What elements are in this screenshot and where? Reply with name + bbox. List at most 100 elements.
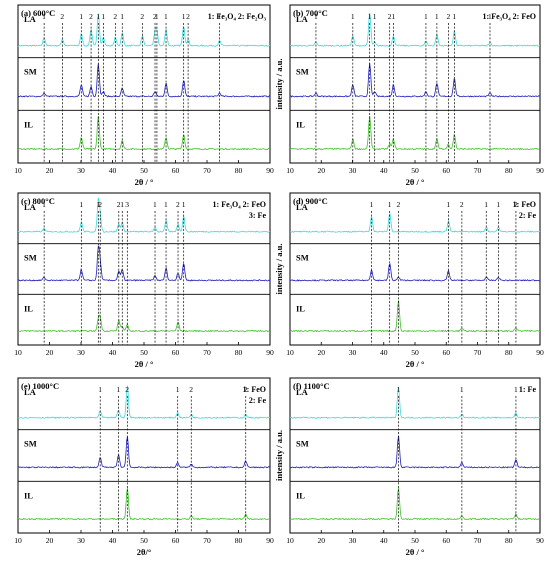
x-tick-label: 20 (317, 536, 325, 545)
x-tick-label: 20 (46, 348, 54, 357)
peak-label: 1 (396, 385, 400, 394)
x-tick-label: 50 (411, 166, 419, 175)
legend-entry: 1: Fe₃O₄ 2: FeO (483, 12, 536, 21)
peak-label: 1 (488, 12, 492, 21)
legend-entry: 2: Fe (519, 211, 537, 220)
x-tick-label: 60 (442, 536, 450, 545)
legend-entry: 3: Fe (249, 211, 267, 220)
plot-frame (289, 4, 541, 164)
series-line-sm (17, 63, 271, 98)
trace-label-sm: SM (24, 439, 37, 449)
x-tick-label: 40 (380, 348, 388, 357)
x-tick-label: 30 (77, 348, 85, 357)
peak-label: 1 (182, 12, 186, 21)
legend-entry: 1: Fe₃O₄ 2: FeO (213, 200, 266, 209)
peak-label: 2 (514, 200, 518, 209)
x-tick-label: 90 (536, 348, 544, 357)
legend-entry: 1: Fe (519, 385, 537, 394)
trace-label-sm: SM (24, 253, 37, 263)
trace-label-il: IL (296, 119, 305, 129)
x-tick-label: 40 (380, 536, 388, 545)
series-line-la (17, 197, 271, 233)
x-tick-label: 20 (317, 166, 325, 175)
peak-label: 2 (98, 200, 102, 209)
peak-label: 1 (435, 12, 439, 21)
x-tick-label: 20 (317, 348, 325, 357)
x-axis-label: 2θ / ° (406, 177, 425, 187)
x-tick-label: 20 (46, 536, 54, 545)
series-line-la (17, 13, 271, 47)
panel-title: (b) 700°C (293, 8, 328, 18)
peak-label: 1 (424, 12, 428, 21)
peak-label: 2 (113, 12, 117, 21)
peak-label: 2 (89, 12, 93, 21)
peak-label: 1 (164, 12, 168, 21)
x-tick-label: 30 (349, 536, 357, 545)
plot-frame (17, 4, 271, 164)
peak-label: 1 (391, 12, 395, 21)
peak-label: 1 (96, 200, 100, 209)
plot-frame (289, 192, 541, 346)
series-line-il (289, 300, 541, 333)
x-tick-label: 70 (203, 536, 211, 545)
plot-frame (17, 192, 271, 346)
x-tick-label: 10 (286, 166, 294, 175)
x-tick-label: 60 (172, 536, 180, 545)
x-tick-label: 80 (235, 348, 243, 357)
x-tick-label: 10 (286, 536, 294, 545)
peak-label: 2 (460, 200, 464, 209)
peak-label: 1 (484, 200, 488, 209)
x-tick-label: 50 (140, 536, 148, 545)
x-axis-label: 2θ / ° (406, 547, 425, 557)
series-line-la (17, 385, 270, 420)
peak-label: 1 (164, 200, 168, 209)
x-tick-label: 30 (77, 536, 85, 545)
x-tick-label: 10 (14, 348, 22, 357)
x-tick-label: 80 (505, 536, 513, 545)
x-tick-label: 10 (14, 536, 22, 545)
peak-label: 1 (496, 200, 500, 209)
series-line-sm (17, 436, 271, 469)
x-tick-label: 90 (266, 348, 274, 357)
series-line-la (289, 12, 541, 47)
legend-entry: 1: Fe₃O₄ 2: Fe₂O₃ (208, 12, 267, 21)
series-line-sm (290, 263, 541, 282)
x-tick-label: 80 (505, 166, 513, 175)
peak-label: 1 (368, 12, 372, 21)
xrd-panel-f: LA SM IL 1 1 1 10 20 30 40 50 60 70 80 90 2θ / ° intensi… (274, 377, 544, 557)
peak-label: 2 (60, 12, 64, 21)
trace-label-sm: SM (24, 67, 37, 77)
x-tick-label: 50 (411, 348, 419, 357)
peak-label: 1 (373, 12, 377, 21)
peak-label: 2 (388, 12, 392, 21)
peak-label: 2 (117, 200, 121, 209)
x-tick-label: 50 (140, 166, 148, 175)
series-line-il (289, 488, 540, 521)
peak-label: 2 (140, 12, 144, 21)
peak-label: 1 (120, 200, 124, 209)
x-axis-label: 2θ / ° (135, 359, 154, 369)
panel-title: (f) 1100°C (293, 381, 330, 391)
trace-label-la: LA (296, 202, 309, 212)
trace-label-sm: SM (296, 253, 309, 263)
legend-entry: 1: FeO (513, 200, 536, 209)
x-tick-label: 80 (235, 166, 243, 175)
series-line-la (289, 386, 541, 419)
series-line-sm (289, 63, 541, 98)
panel-title: (a) 600°C (21, 8, 55, 18)
peak-label: 1 (370, 200, 374, 209)
x-tick-label: 40 (109, 536, 117, 545)
series-line-la (289, 212, 541, 233)
x-tick-label: 90 (266, 166, 274, 175)
peak-label: 1 (98, 385, 102, 394)
peak-label: 1 (514, 385, 518, 394)
x-tick-label: 70 (474, 348, 482, 357)
x-tick-label: 30 (77, 166, 85, 175)
legend-entry: 2: Fe (249, 396, 267, 405)
x-tick-label: 60 (442, 166, 450, 175)
trace-label-la: LA (24, 202, 37, 212)
peak-label: 1 (351, 12, 355, 21)
